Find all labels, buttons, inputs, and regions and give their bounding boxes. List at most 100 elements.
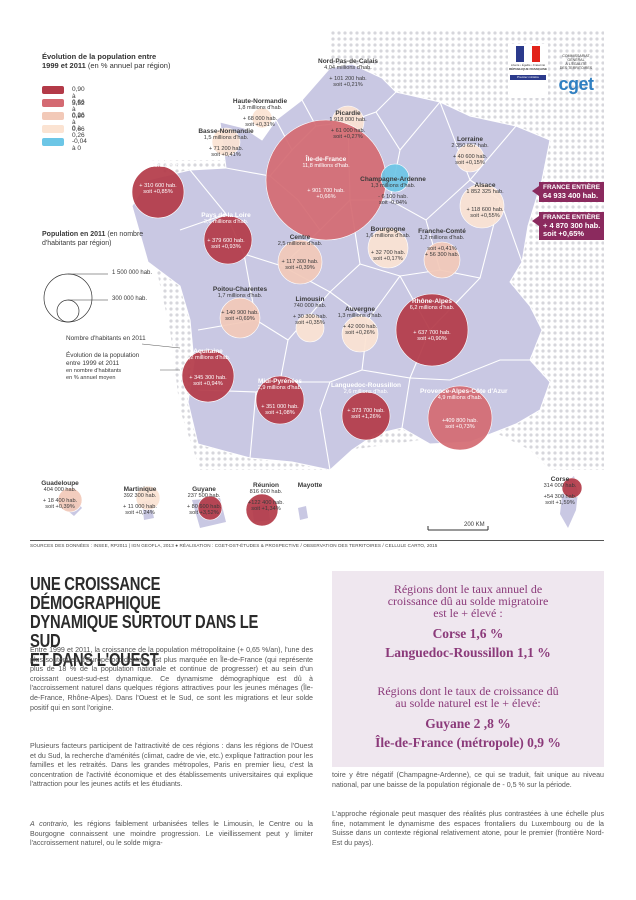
paragraph-5: L'approche régionale peut masquer des ré… — [332, 810, 604, 847]
scale-label: 200 KM — [464, 522, 485, 528]
region-label-basse-normandie: Basse-Normandie 1,5 millions d'hab. + 71 2… — [186, 128, 266, 159]
region-gain: +54 300 hab. — [543, 493, 577, 500]
region-label-bourgogne: Bourgogne 1,6 millions d'hab. + 32 700 hab… — [348, 226, 428, 263]
region-name: Alsace — [474, 182, 496, 189]
bubble-reunion — [245, 493, 279, 527]
region-rate: soit +0,21% — [333, 82, 363, 89]
bubble-provence-alpes-cote-d-azur — [427, 385, 493, 451]
region-population: 392 300 hab. — [123, 493, 157, 499]
region-population: 2,9 millions d'hab. — [257, 385, 303, 391]
legend-pop-title: Population en 2011 (en nombre d'habitant… — [42, 231, 144, 247]
region-population: 1,6 millions d'hab. — [365, 233, 411, 239]
region-label-midi-pyrenees: Midi-Pyrénées 2,9 millions d'hab. + 351 00… — [240, 378, 320, 417]
region-label-picardie: Picardie 1 918 000 hab. + 61 000 hab. soit … — [308, 110, 388, 141]
region-population: 740 000 hab. — [293, 303, 327, 309]
bubble-lorraine — [455, 143, 485, 173]
region-name: Languedoc-Roussillon — [330, 382, 402, 389]
region-gain: + 32 700 hab. — [370, 249, 406, 256]
region-name: Pays de la Loire — [201, 212, 251, 219]
region-gain: + 345 300 hab. — [189, 374, 227, 381]
region-name: Réunion — [253, 482, 279, 489]
region-gain: soit +0,41% — [427, 245, 457, 252]
region-gain: + 373 700 hab. — [347, 407, 385, 414]
bubble-haute-normandie — [251, 107, 273, 129]
region-label-corse: Corse 314 000 hab. +54 300 hab. soit +1,59% — [520, 476, 600, 507]
bubble-limousin — [295, 313, 325, 343]
region-population: 4,04 millions d'hab. — [324, 65, 372, 71]
article-headline: UNE CROISSANCE DÉMOGRAPHIQUE DYNAMIQUE S… — [30, 574, 259, 670]
region-label-martinique: Martinique 392 300 hab. + 11 000 hab. soit … — [100, 486, 180, 517]
bubble-pays-de-la-loire — [203, 215, 253, 265]
region-name: Provence-Alpes-Côte d'Azur — [420, 388, 508, 395]
region-name: Champagne-Ardenne — [360, 176, 426, 183]
region-population: 6,2 millions d'hab. — [409, 305, 455, 311]
region-population: 3,2 millions d'hab. — [135, 163, 181, 169]
region-population: 1,7 millions d'hab. — [217, 293, 263, 299]
region-label-alsace: Alsace 1 852 325 hab. + 118 600 hab. soit +… — [445, 182, 525, 220]
region-population: 4,9 millions d'hab. — [437, 395, 483, 401]
region-population: 1 918 000 hab. — [329, 117, 367, 123]
region-label-mayotte: Mayotte — [270, 482, 350, 493]
bubble-martinique — [135, 485, 161, 511]
bubble-auvergne — [341, 315, 379, 353]
region-label-ile-de-france: Île-de-France 11,8 millions d'hab. + 901 7… — [286, 156, 366, 201]
region-name: Guyane — [192, 486, 216, 493]
region-name: Île-de-France — [305, 156, 347, 163]
region-gain: + 118 600 hab. — [466, 206, 504, 213]
france-total-growth: FRANCE ENTIÈRE + 4 870 300 hab. soit +0,… — [532, 212, 604, 240]
bubble-champagne-ardenne — [380, 163, 410, 193]
region-label-provence-alpes-cote-d-azur: Provence-Alpes-Côte d'Azur 4,9 millions d… — [420, 388, 508, 431]
region-population: 1,3 millions d'hab. — [370, 183, 416, 189]
region-label-poitou-charentes: Poitou-Charentes 1,7 millions d'hab. + 140… — [200, 286, 280, 323]
region-label-guadeloupe: Guadeloupe 404 000 hab. + 18 400 hab. soit … — [30, 480, 100, 511]
region-population: 11,8 millions d'hab. — [302, 163, 350, 169]
callout-question-2: Régions dont le taux de croissance dû au… — [377, 684, 559, 710]
region-population: 816 600 hab. — [249, 489, 283, 495]
region-label-aquitaine: Aquitaine 3,2 millions d'hab. + 345 300 ha… — [168, 348, 248, 388]
bubble-rhone-alpes — [395, 293, 469, 367]
legend-pop-big: 1 500 000 hab. — [112, 270, 153, 276]
bubble-guadeloupe — [57, 487, 83, 513]
legend-swatch — [42, 138, 64, 146]
france-total-population: FRANCE ENTIÈRE 64 933 400 hab. — [532, 182, 604, 202]
france-mainland — [131, 63, 551, 471]
region-population: 404 000 hab. — [43, 487, 77, 493]
region-label-centre: Centre 2,5 millions d'hab. + 117 300 hab. s… — [260, 234, 340, 272]
region-population: 2,6 millions d'hab. — [343, 389, 389, 395]
region-name: Haute-Normandie — [232, 98, 288, 105]
region-label-reunion: Réunion 816 600 hab. +122 400 hab. soit +1,… — [226, 482, 306, 513]
region-rate: soit +0,55% — [470, 213, 500, 220]
paragraph-2: Plusieurs facteurs participent de l'attr… — [30, 742, 313, 789]
government-logo: Liberté • Égalité • Fraternité RÉPUBLIQU… — [508, 44, 548, 98]
bubble-poitou-charentes — [219, 297, 261, 339]
region-label-languedoc-roussillon: Languedoc-Roussillon 2,6 millions d'hab. +… — [326, 382, 406, 421]
region-rate: soit +0,35% — [295, 320, 325, 327]
region-name: Corse — [550, 476, 570, 483]
callout-answer-1: Corse 1,6 % Languedoc-Roussillon 1,1 % — [385, 626, 551, 660]
region-gain: + 310 600 hab. — [139, 182, 177, 189]
map-panel: Évolution de la population entre 1999 et… — [30, 30, 604, 540]
region-gain: + 637 700 hab. — [413, 329, 451, 336]
callout-question-1: Régions dont le taux annuel de croissanc… — [387, 582, 549, 620]
legend-title: Évolution de la population entre 1999 et… — [42, 52, 171, 70]
bubble-franche-comte — [423, 241, 461, 279]
region-rate: soit +0,41% — [211, 152, 241, 159]
region-gain: + 901 700 hab. — [307, 187, 345, 194]
region-label-guyane: Guyane 237 500 hab. + 80 600 hab. soit +3,5… — [164, 486, 244, 517]
region-gain: + 18 400 hab. — [42, 497, 78, 504]
legend-pop-small: 300 000 hab. — [112, 296, 148, 302]
bubble-bretagne — [131, 165, 185, 219]
cget-logo: COMMISSARIAT GÉNÉRAL À L'ÉGALITÉ DES TER… — [548, 44, 604, 114]
marianne-logo-icon — [516, 46, 540, 62]
region-rate: soit +0,93% — [211, 244, 241, 251]
region-gain: - 6 100 hab. — [378, 193, 408, 200]
region-name: Poitou-Charentes — [212, 286, 268, 293]
bubble-languedoc-roussillon — [341, 391, 391, 441]
legend-swatch — [42, 125, 64, 133]
region-gain: + 30 300 hab. — [292, 313, 328, 320]
paragraph-3: A contrario, les régions faiblement urba… — [30, 820, 313, 848]
region-name: Midi-Pyrénées — [257, 378, 303, 385]
region-population: 1,2 millions d'hab. — [419, 235, 465, 241]
legend-swatch — [42, 112, 64, 120]
region-name: Basse-Normandie — [198, 128, 254, 135]
